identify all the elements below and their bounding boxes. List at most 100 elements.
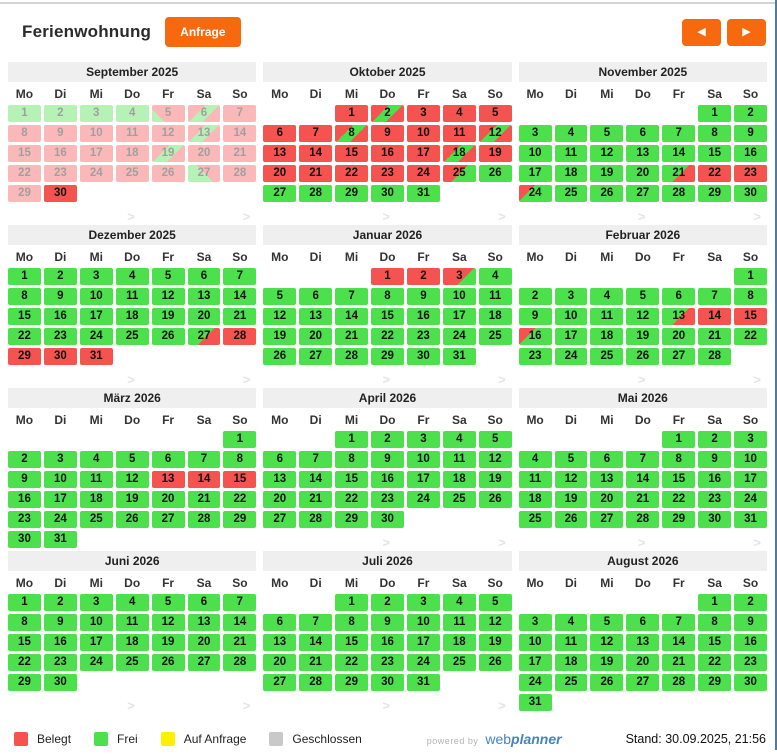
day-cell[interactable]: 1 xyxy=(8,594,41,611)
day-cell[interactable]: 23 xyxy=(518,348,552,365)
day-cell[interactable]: 6 xyxy=(263,125,297,142)
day-cell[interactable]: 3 xyxy=(442,268,476,285)
day-cell[interactable]: 30 xyxy=(43,185,77,202)
day-cell[interactable]: 9 xyxy=(43,288,77,305)
day-cell[interactable]: 24 xyxy=(79,165,113,182)
day-cell[interactable]: 4 xyxy=(442,105,476,122)
day-cell[interactable]: 9 xyxy=(8,471,41,488)
day-cell[interactable]: 20 xyxy=(187,634,221,651)
day-cell[interactable]: 3 xyxy=(43,451,77,468)
day-cell[interactable]: 10 xyxy=(43,471,77,488)
day-cell[interactable]: 15 xyxy=(734,308,767,325)
day-cell[interactable]: 27 xyxy=(263,511,297,528)
day-cell[interactable]: 13 xyxy=(299,308,333,325)
day-cell[interactable]: 15 xyxy=(8,308,41,325)
day-cell[interactable]: 26 xyxy=(478,165,512,182)
day-cell[interactable]: 1 xyxy=(698,594,732,611)
day-cell[interactable]: 29 xyxy=(8,348,41,365)
day-cell[interactable]: 14 xyxy=(662,145,696,162)
day-cell[interactable]: 17 xyxy=(79,634,113,651)
day-cell[interactable]: 26 xyxy=(263,348,297,365)
day-cell[interactable]: 6 xyxy=(626,125,660,142)
day-cell[interactable]: 11 xyxy=(115,125,149,142)
day-cell[interactable]: 4 xyxy=(478,268,512,285)
day-cell[interactable]: 29 xyxy=(698,185,732,202)
day-cell[interactable]: 5 xyxy=(590,614,624,631)
day-cell[interactable]: 27 xyxy=(263,185,297,202)
day-cell[interactable]: 15 xyxy=(223,471,257,488)
day-cell[interactable]: 25 xyxy=(518,511,552,528)
day-cell[interactable]: 21 xyxy=(223,308,257,325)
day-cell[interactable]: 16 xyxy=(698,471,732,488)
day-cell[interactable]: 31 xyxy=(518,694,552,711)
day-cell[interactable]: 11 xyxy=(442,125,476,142)
day-cell[interactable]: 18 xyxy=(442,145,476,162)
day-cell[interactable]: 18 xyxy=(478,308,512,325)
day-cell[interactable]: 28 xyxy=(187,511,221,528)
day-cell[interactable]: 12 xyxy=(115,471,149,488)
day-cell[interactable]: 15 xyxy=(335,471,369,488)
day-cell[interactable]: 30 xyxy=(698,511,732,528)
day-cell[interactable]: 7 xyxy=(662,614,696,631)
day-cell[interactable]: 27 xyxy=(626,674,660,691)
day-cell[interactable]: 21 xyxy=(662,654,696,671)
day-cell[interactable]: 5 xyxy=(554,451,588,468)
request-button[interactable]: Anfrage xyxy=(165,17,241,47)
day-cell[interactable]: 17 xyxy=(734,471,767,488)
day-cell[interactable]: 6 xyxy=(187,105,221,122)
day-cell[interactable]: 19 xyxy=(151,145,185,162)
day-cell[interactable]: 29 xyxy=(662,511,696,528)
day-cell[interactable]: 5 xyxy=(115,451,149,468)
day-cell[interactable]: 14 xyxy=(662,634,696,651)
day-cell[interactable]: 16 xyxy=(371,634,404,651)
day-cell[interactable]: 13 xyxy=(626,145,660,162)
day-cell[interactable]: 17 xyxy=(518,165,552,182)
day-cell[interactable]: 7 xyxy=(223,594,257,611)
day-cell[interactable]: 1 xyxy=(698,105,732,122)
day-cell[interactable]: 9 xyxy=(518,308,552,325)
day-cell[interactable]: 17 xyxy=(79,145,113,162)
day-cell[interactable]: 21 xyxy=(187,491,221,508)
day-cell[interactable]: 7 xyxy=(299,614,333,631)
day-cell[interactable]: 14 xyxy=(335,308,369,325)
day-cell[interactable]: 15 xyxy=(335,145,369,162)
day-cell[interactable]: 18 xyxy=(115,145,149,162)
day-cell[interactable]: 14 xyxy=(698,308,732,325)
day-cell[interactable]: 28 xyxy=(223,654,257,671)
day-cell[interactable]: 10 xyxy=(79,288,113,305)
day-cell[interactable]: 24 xyxy=(518,674,552,691)
day-cell[interactable]: 26 xyxy=(590,674,624,691)
day-cell[interactable]: 10 xyxy=(406,614,440,631)
day-cell[interactable]: 2 xyxy=(8,451,41,468)
day-cell[interactable]: 21 xyxy=(223,145,257,162)
day-cell[interactable]: 13 xyxy=(187,288,221,305)
day-cell[interactable]: 13 xyxy=(263,471,297,488)
day-cell[interactable]: 28 xyxy=(299,511,333,528)
day-cell[interactable]: 24 xyxy=(442,328,476,345)
day-cell[interactable]: 2 xyxy=(698,431,732,448)
day-cell[interactable]: 19 xyxy=(590,165,624,182)
day-cell[interactable]: 16 xyxy=(734,634,767,651)
day-cell[interactable]: 11 xyxy=(518,471,552,488)
day-cell[interactable]: 6 xyxy=(263,451,297,468)
day-cell[interactable]: 9 xyxy=(734,614,767,631)
day-cell[interactable]: 6 xyxy=(299,288,333,305)
day-cell[interactable]: 12 xyxy=(554,471,588,488)
day-cell[interactable]: 8 xyxy=(371,288,404,305)
day-cell[interactable]: 26 xyxy=(478,654,512,671)
day-cell[interactable]: 31 xyxy=(406,674,440,691)
day-cell[interactable]: 11 xyxy=(115,288,149,305)
day-cell[interactable]: 24 xyxy=(79,654,113,671)
day-cell[interactable]: 19 xyxy=(478,145,512,162)
day-cell[interactable]: 8 xyxy=(335,451,369,468)
day-cell[interactable]: 24 xyxy=(43,511,77,528)
day-cell[interactable]: 10 xyxy=(406,451,440,468)
day-cell[interactable]: 22 xyxy=(371,328,404,345)
day-cell[interactable]: 26 xyxy=(151,165,185,182)
day-cell[interactable]: 7 xyxy=(626,451,660,468)
day-cell[interactable]: 2 xyxy=(406,268,440,285)
day-cell[interactable]: 31 xyxy=(734,511,767,528)
day-cell[interactable]: 20 xyxy=(187,308,221,325)
day-cell[interactable]: 5 xyxy=(478,431,512,448)
day-cell[interactable]: 30 xyxy=(8,531,41,548)
